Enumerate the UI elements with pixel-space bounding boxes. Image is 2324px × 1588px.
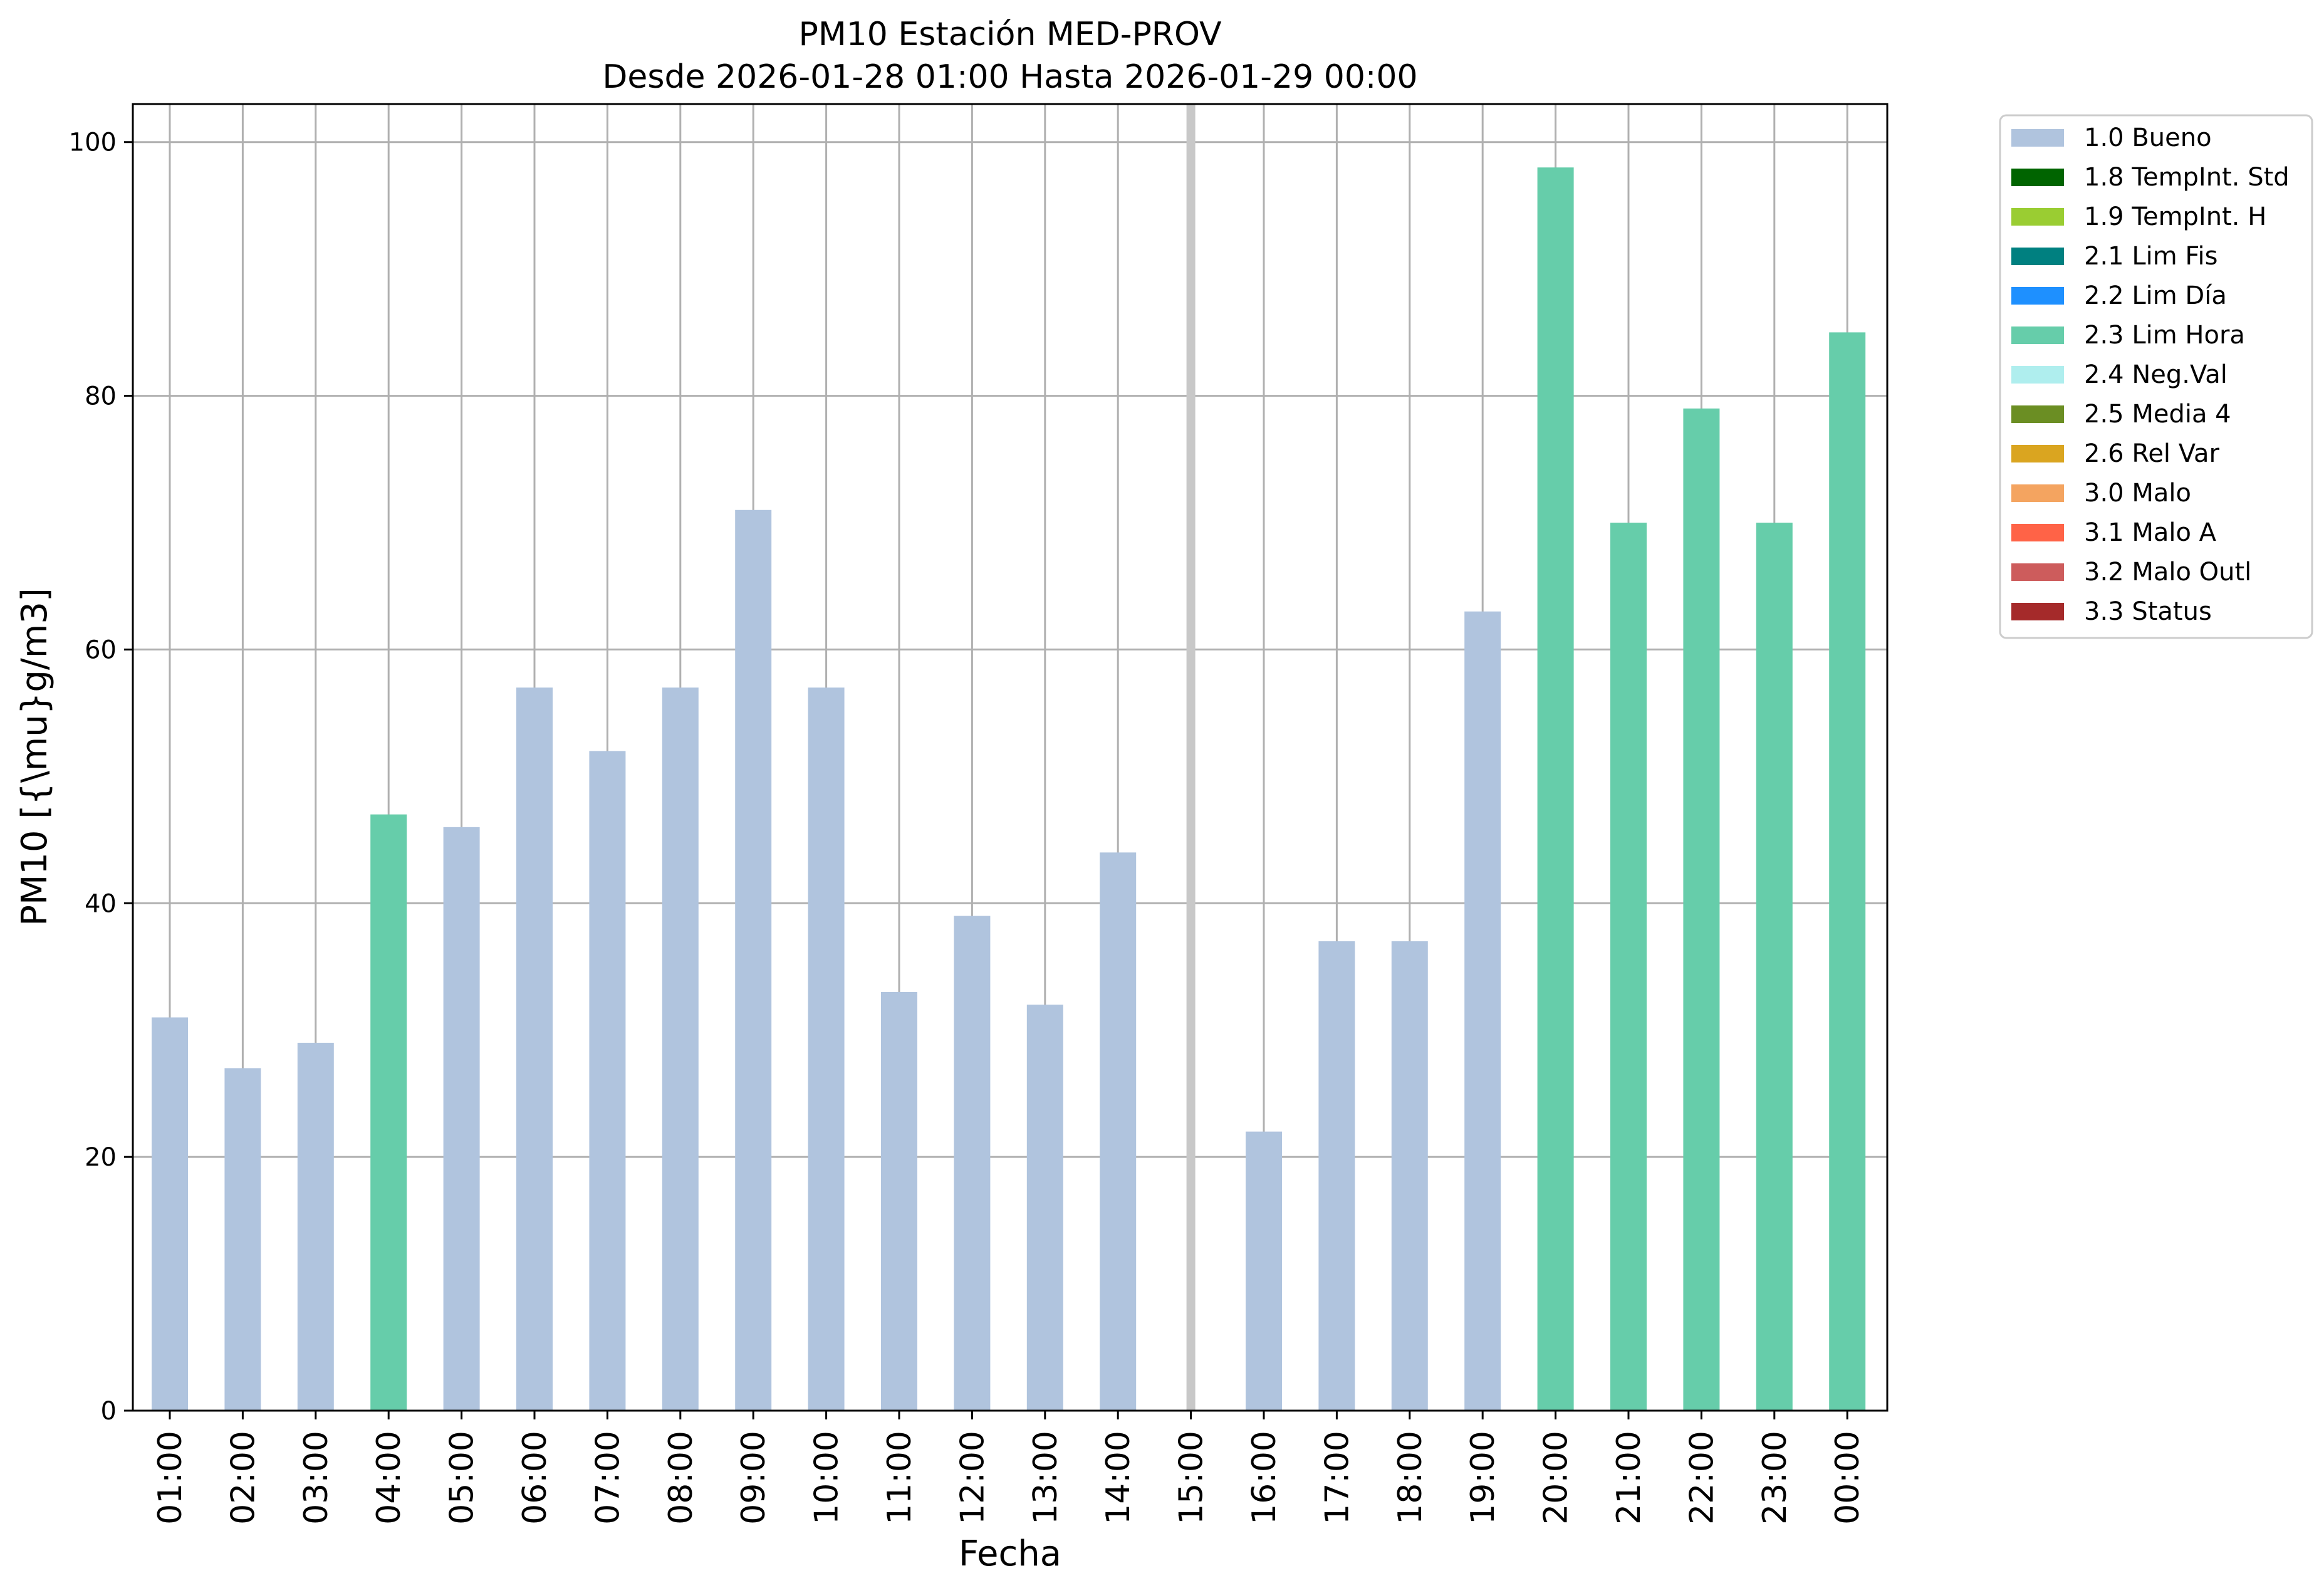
bar-04:00 xyxy=(370,814,407,1411)
x-tick-label: 13:00 xyxy=(1027,1431,1065,1525)
bar-08:00 xyxy=(662,687,699,1411)
legend-swatch xyxy=(2011,366,2064,384)
bar-09:00 xyxy=(735,509,772,1411)
legend-swatch xyxy=(2011,445,2064,462)
x-tick-label: 20:00 xyxy=(1538,1431,1575,1525)
legend-label: 3.0 Malo xyxy=(2084,479,2191,508)
legend-label: 3.3 Status xyxy=(2084,597,2212,626)
chart-subtitle: Desde 2026-01-28 01:00 Hasta 2026-01-29 … xyxy=(602,58,1417,96)
x-tick-label: 06:00 xyxy=(516,1431,554,1525)
x-tick-label: 02:00 xyxy=(224,1431,262,1525)
legend-box xyxy=(1999,114,2313,639)
x-tick-label: 22:00 xyxy=(1683,1431,1721,1525)
bar-17:00 xyxy=(1318,941,1355,1411)
x-tick-label: 01:00 xyxy=(152,1431,189,1525)
legend-label: 3.1 Malo A xyxy=(2084,518,2217,547)
bar-02:00 xyxy=(224,1068,261,1411)
highlight-band-15:00 xyxy=(1186,104,1196,1411)
bar-19:00 xyxy=(1464,611,1501,1411)
x-tick-label: 00:00 xyxy=(1829,1431,1867,1525)
x-tick-label: 15:00 xyxy=(1173,1431,1211,1525)
legend-label: 2.1 Lim Fis xyxy=(2084,242,2217,271)
legend-swatch xyxy=(2011,524,2064,541)
bar-07:00 xyxy=(589,751,626,1411)
x-tick-label: 04:00 xyxy=(370,1431,408,1525)
highlight-band xyxy=(1186,104,1196,1411)
bars xyxy=(152,167,1866,1411)
legend-label: 2.4 Neg.Val xyxy=(2084,360,2228,389)
bar-06:00 xyxy=(516,687,553,1411)
y-axis-ticks: 0 20 40 60 80 100 xyxy=(69,128,133,1426)
x-tick-label: 07:00 xyxy=(589,1431,627,1525)
x-axis-label: Fecha xyxy=(959,1533,1061,1574)
x-tick-label: 23:00 xyxy=(1756,1431,1794,1525)
x-tick-label: 19:00 xyxy=(1464,1431,1502,1525)
bar-13:00 xyxy=(1026,1005,1063,1411)
legend: 1.0 Bueno 1.8 TempInt. Std 1.9 TempInt. H 2… xyxy=(1999,114,2313,639)
y-tick-label: 0 xyxy=(101,1397,117,1426)
legend-swatch xyxy=(2011,563,2064,581)
bar-20:00 xyxy=(1537,167,1574,1411)
legend-swatch xyxy=(2011,603,2064,620)
x-axis-ticks: 01:00 02:00 03:00 04:00 05:00 06:00 07:00 08:00… xyxy=(152,1411,1867,1525)
x-tick-label: 21:00 xyxy=(1610,1431,1648,1525)
legend-swatch xyxy=(2011,208,2064,226)
bar-03:00 xyxy=(297,1042,334,1411)
y-tick-label: 80 xyxy=(85,382,117,411)
bar-00:00 xyxy=(1829,332,1866,1411)
legend-swatch xyxy=(2011,405,2064,423)
bar-10:00 xyxy=(808,687,845,1411)
x-tick-label: 14:00 xyxy=(1100,1431,1137,1525)
bar-05:00 xyxy=(443,827,480,1411)
x-tick-label: 16:00 xyxy=(1246,1431,1283,1525)
bar-16:00 xyxy=(1246,1131,1282,1411)
x-tick-label: 17:00 xyxy=(1318,1431,1356,1525)
x-tick-label: 05:00 xyxy=(444,1431,481,1525)
legend-label: 2.3 Lim Hora xyxy=(2084,321,2245,350)
x-tick-label: 12:00 xyxy=(954,1431,991,1525)
legend-swatch xyxy=(2011,484,2064,502)
legend-label: 2.5 Media 4 xyxy=(2084,400,2231,429)
bar-14:00 xyxy=(1100,852,1137,1411)
y-tick-label: 40 xyxy=(85,889,117,918)
y-tick-label: 60 xyxy=(85,635,117,664)
legend-swatch xyxy=(2011,129,2064,147)
x-tick-label: 10:00 xyxy=(808,1431,846,1525)
legend-label: 2.2 Lim Día xyxy=(2084,281,2227,310)
bar-01:00 xyxy=(152,1017,188,1411)
legend-swatch xyxy=(2011,169,2064,186)
legend-label: 2.6 Rel Var xyxy=(2084,439,2220,468)
legend-label: 1.8 TempInt. Std xyxy=(2084,163,2290,192)
bar-11:00 xyxy=(881,991,917,1411)
plot-frame xyxy=(132,103,1889,1412)
y-tick-label: 20 xyxy=(85,1143,117,1172)
legend-label: 1.0 Bueno xyxy=(2084,123,2212,152)
legend-label: 3.2 Malo Outl xyxy=(2084,558,2251,587)
bar-23:00 xyxy=(1756,523,1793,1411)
legend-swatch xyxy=(2011,326,2064,344)
bar-21:00 xyxy=(1610,523,1647,1411)
legend-swatch xyxy=(2011,248,2064,265)
y-tick-label: 100 xyxy=(69,128,117,157)
x-tick-label: 09:00 xyxy=(735,1431,773,1525)
bar-22:00 xyxy=(1683,408,1720,1411)
bar-12:00 xyxy=(954,916,991,1411)
x-tick-label: 11:00 xyxy=(881,1431,919,1525)
chart-title: PM10 Estación MED-PROV xyxy=(798,16,1221,53)
x-tick-label: 18:00 xyxy=(1392,1431,1429,1525)
bar-18:00 xyxy=(1391,941,1428,1411)
y-axis-label: PM10 [{\mu}g/m3] xyxy=(14,588,55,926)
legend-label: 1.9 TempInt. H xyxy=(2084,202,2266,231)
x-tick-label: 03:00 xyxy=(298,1431,335,1525)
x-tick-label: 08:00 xyxy=(662,1431,700,1525)
legend-swatch xyxy=(2011,287,2064,305)
